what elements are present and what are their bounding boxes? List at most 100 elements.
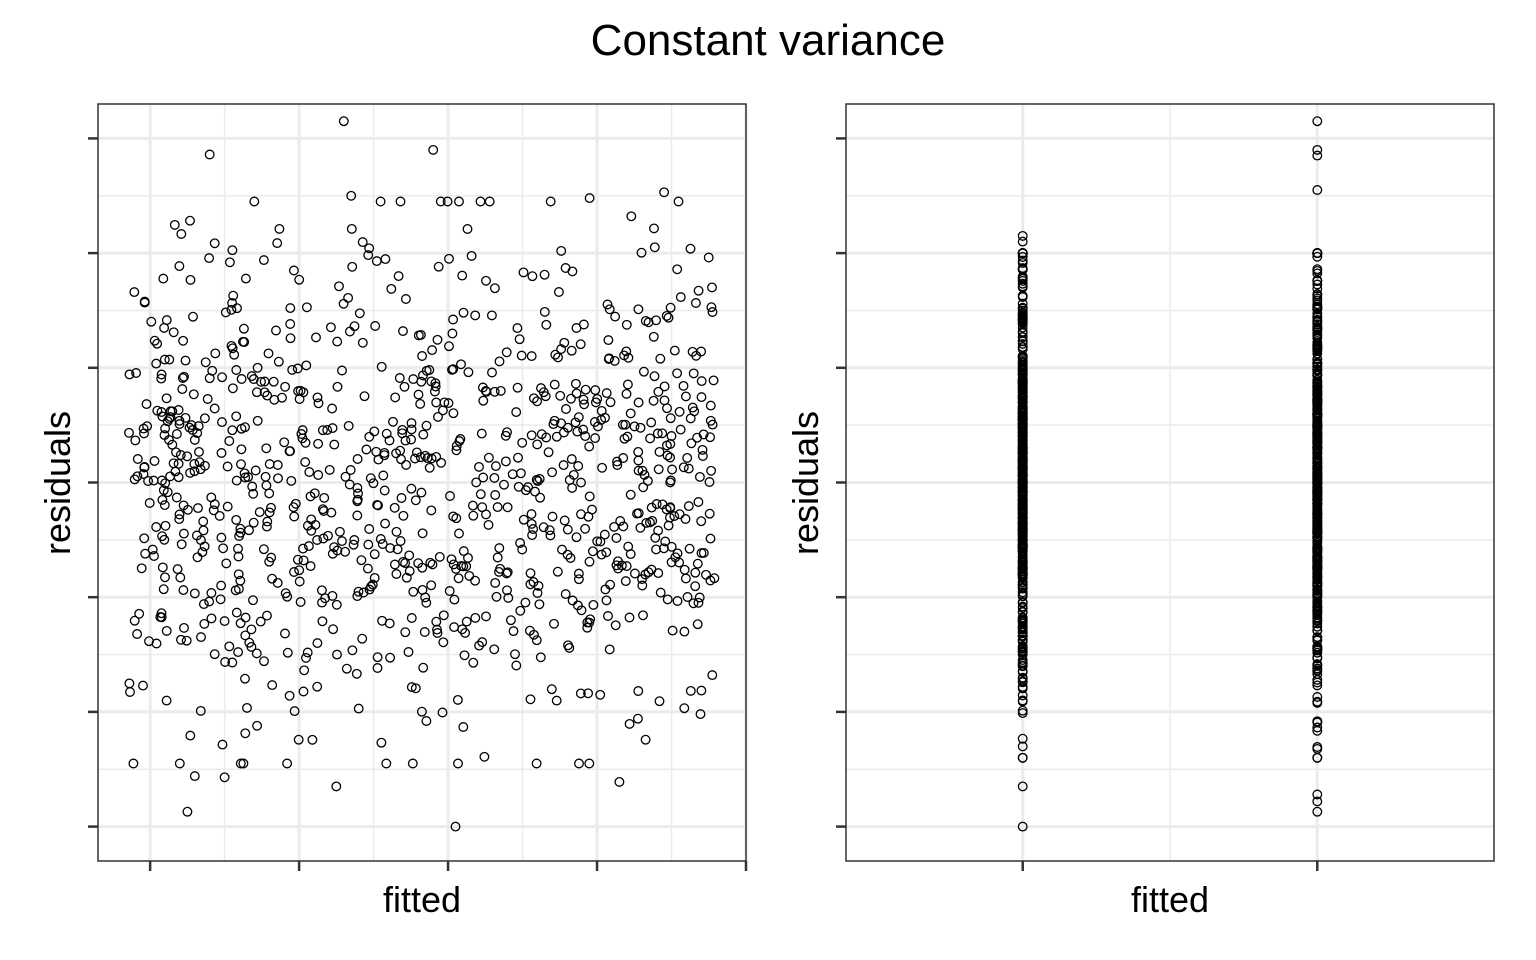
data-point: [252, 415, 263, 426]
data-point: [476, 428, 487, 439]
data-point: [626, 211, 637, 222]
data-point: [272, 577, 283, 588]
data-point: [418, 429, 429, 440]
data-point: [144, 636, 154, 647]
data-point: [532, 439, 543, 450]
data-point: [406, 613, 417, 623]
data-point: [1017, 230, 1028, 241]
data-point: [182, 451, 193, 462]
data-point: [403, 647, 414, 657]
data-point: [501, 568, 512, 579]
data-point: [1312, 743, 1323, 754]
data-point: [651, 544, 662, 555]
data-point: [527, 271, 538, 282]
data-point: [197, 547, 208, 558]
data-point: [294, 274, 305, 285]
data-point: [571, 532, 582, 543]
data-point: [1312, 612, 1323, 623]
data-point: [692, 619, 703, 630]
data-point: [532, 476, 543, 487]
data-point: [526, 518, 537, 529]
data-point: [489, 644, 500, 655]
data-point: [1017, 282, 1028, 293]
data-point: [685, 685, 696, 696]
data-point: [219, 772, 230, 783]
data-point: [139, 296, 150, 307]
data-point: [191, 530, 202, 541]
data-point: [238, 323, 249, 334]
data-point: [462, 224, 473, 234]
data-point: [501, 347, 512, 358]
data-point: [394, 373, 405, 383]
data-point: [186, 420, 197, 431]
data-point: [532, 396, 543, 407]
data-point: [400, 627, 411, 638]
data-point: [1017, 695, 1028, 706]
data-point: [406, 682, 417, 693]
data-point: [445, 491, 455, 501]
data-point: [400, 435, 411, 446]
data-point: [1312, 653, 1323, 664]
data-point: [231, 365, 242, 375]
data-point: [1017, 255, 1028, 266]
data-point: [442, 196, 453, 207]
data-point: [235, 758, 246, 769]
data-point: [708, 375, 719, 386]
data-point: [696, 548, 707, 559]
data-point: [231, 411, 242, 422]
data-point: [261, 521, 272, 532]
data-point: [239, 468, 250, 479]
data-point: [657, 428, 668, 439]
data-point: [295, 597, 306, 607]
data-point: [294, 576, 305, 587]
data-point: [144, 498, 155, 508]
data-point: [413, 389, 424, 400]
data-point: [209, 649, 220, 660]
data-point: [604, 304, 615, 315]
data-point: [662, 594, 673, 605]
data-point: [221, 558, 232, 569]
data-point: [239, 337, 250, 347]
data-point: [547, 511, 558, 522]
data-point: [266, 552, 277, 563]
data-point: [287, 364, 298, 375]
data-point: [688, 598, 699, 609]
panel-left-border: [97, 103, 747, 862]
data-point: [301, 360, 312, 371]
data-point: [1312, 302, 1323, 313]
data-point: [612, 460, 623, 470]
data-point: [578, 319, 589, 330]
data-point: [1312, 378, 1323, 389]
data-point: [274, 223, 285, 234]
data-point: [1312, 677, 1323, 688]
data-point: [273, 473, 283, 484]
data-point: [535, 492, 546, 503]
data-point: [147, 544, 158, 555]
data-point: [544, 525, 555, 536]
data-point: [161, 315, 172, 326]
data-point: [475, 489, 486, 500]
data-point: [1017, 577, 1028, 588]
data-point: [502, 502, 513, 513]
data-point: [603, 335, 614, 346]
data-point: [132, 454, 143, 464]
data-point: [640, 569, 651, 580]
data-point: [140, 548, 151, 559]
data-point: [196, 632, 206, 643]
data-point: [252, 720, 263, 731]
data-point: [1312, 806, 1323, 817]
data-point: [235, 575, 246, 586]
data-point: [435, 196, 446, 207]
data-point: [363, 250, 374, 261]
data-point: [303, 541, 314, 552]
data-point: [451, 445, 462, 456]
data-point: [685, 243, 696, 254]
data-point: [156, 373, 167, 384]
data-point: [312, 535, 323, 545]
data-point: [461, 616, 472, 627]
data-point: [1312, 559, 1323, 570]
data-point: [363, 539, 374, 550]
data-point: [618, 453, 629, 463]
data-point: [468, 657, 479, 668]
data-point: [661, 310, 672, 321]
